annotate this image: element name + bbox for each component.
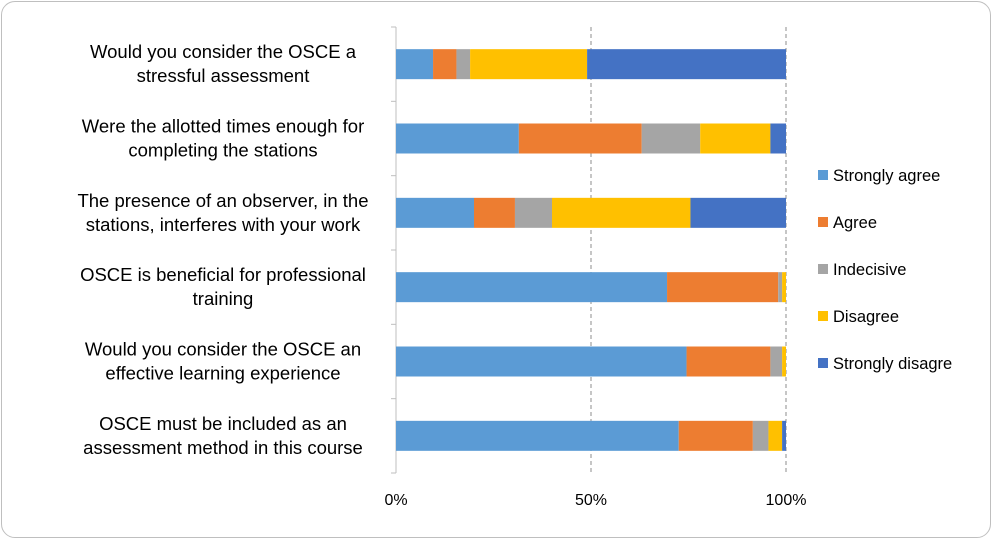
bar-segment <box>456 49 471 80</box>
legend-swatch <box>818 264 828 274</box>
x-tick-label: 50% <box>575 492 607 509</box>
legend-swatch <box>818 170 828 180</box>
bar-segment <box>396 420 679 451</box>
bar-segment <box>752 420 769 451</box>
x-tick-label: 0% <box>384 492 407 509</box>
legend-swatch <box>818 217 828 227</box>
bar-segment <box>474 197 515 228</box>
category-label: assessment method in this course <box>83 437 363 458</box>
category-label: stressful assessment <box>137 65 310 86</box>
category-label: effective learning experience <box>105 363 340 384</box>
bar-segment <box>396 272 668 303</box>
bar-segment <box>678 420 753 451</box>
bar-segment <box>396 49 434 80</box>
bar-segment <box>396 197 474 228</box>
bar-segment <box>514 197 552 228</box>
bar-segment <box>433 49 457 80</box>
bar-segment <box>470 49 588 80</box>
category-label: Were the allotted times enough for <box>82 116 364 137</box>
category-label: Would you consider the OSCE an <box>85 339 361 360</box>
category-label: Would you consider the OSCE a <box>90 41 357 62</box>
bar-segment <box>396 346 687 377</box>
bar-segment <box>552 197 691 228</box>
category-labels: Would you consider the OSCE a stressful a… <box>77 41 368 458</box>
gridlines <box>590 27 787 473</box>
category-label: training <box>193 288 254 309</box>
category-label: OSCE is beneficial for professional <box>80 264 366 285</box>
bar-segment <box>690 197 786 228</box>
bar-segment <box>396 123 519 154</box>
bar-segment <box>782 272 786 303</box>
legend-swatch <box>818 358 828 368</box>
bar-segment <box>768 420 783 451</box>
bar-segment <box>782 420 786 451</box>
category-label: The presence of an observer, in the <box>77 190 368 211</box>
category-label: stations, interferes with your work <box>86 214 361 235</box>
x-tick-label: 100% <box>766 492 807 509</box>
bar-segment <box>770 123 786 154</box>
bar-segment <box>770 346 783 377</box>
legend-label: Agree <box>833 214 877 232</box>
bar-segment <box>782 346 786 377</box>
bar-segment <box>667 272 779 303</box>
category-label: OSCE must be included as an <box>99 413 347 434</box>
bar-segment <box>700 123 771 154</box>
bar-segment <box>778 272 783 303</box>
legend: Strongly agree Agree Indecisive Disagree Str… <box>818 167 952 373</box>
bar-segment <box>686 346 771 377</box>
legend-swatch <box>818 311 828 321</box>
bar-segment <box>587 49 786 80</box>
bar-series <box>396 49 786 451</box>
bar-segment <box>641 123 701 154</box>
legend-label: Indecisive <box>833 261 906 279</box>
legend-label: Strongly agree <box>833 167 940 185</box>
category-axis <box>391 26 397 474</box>
legend-label: Disagree <box>833 308 899 326</box>
legend-label: Strongly disagre <box>833 355 952 373</box>
x-tick-labels: 0% 50% 100% <box>384 492 806 509</box>
bar-segment <box>518 123 642 154</box>
category-label: completing the stations <box>128 140 317 161</box>
